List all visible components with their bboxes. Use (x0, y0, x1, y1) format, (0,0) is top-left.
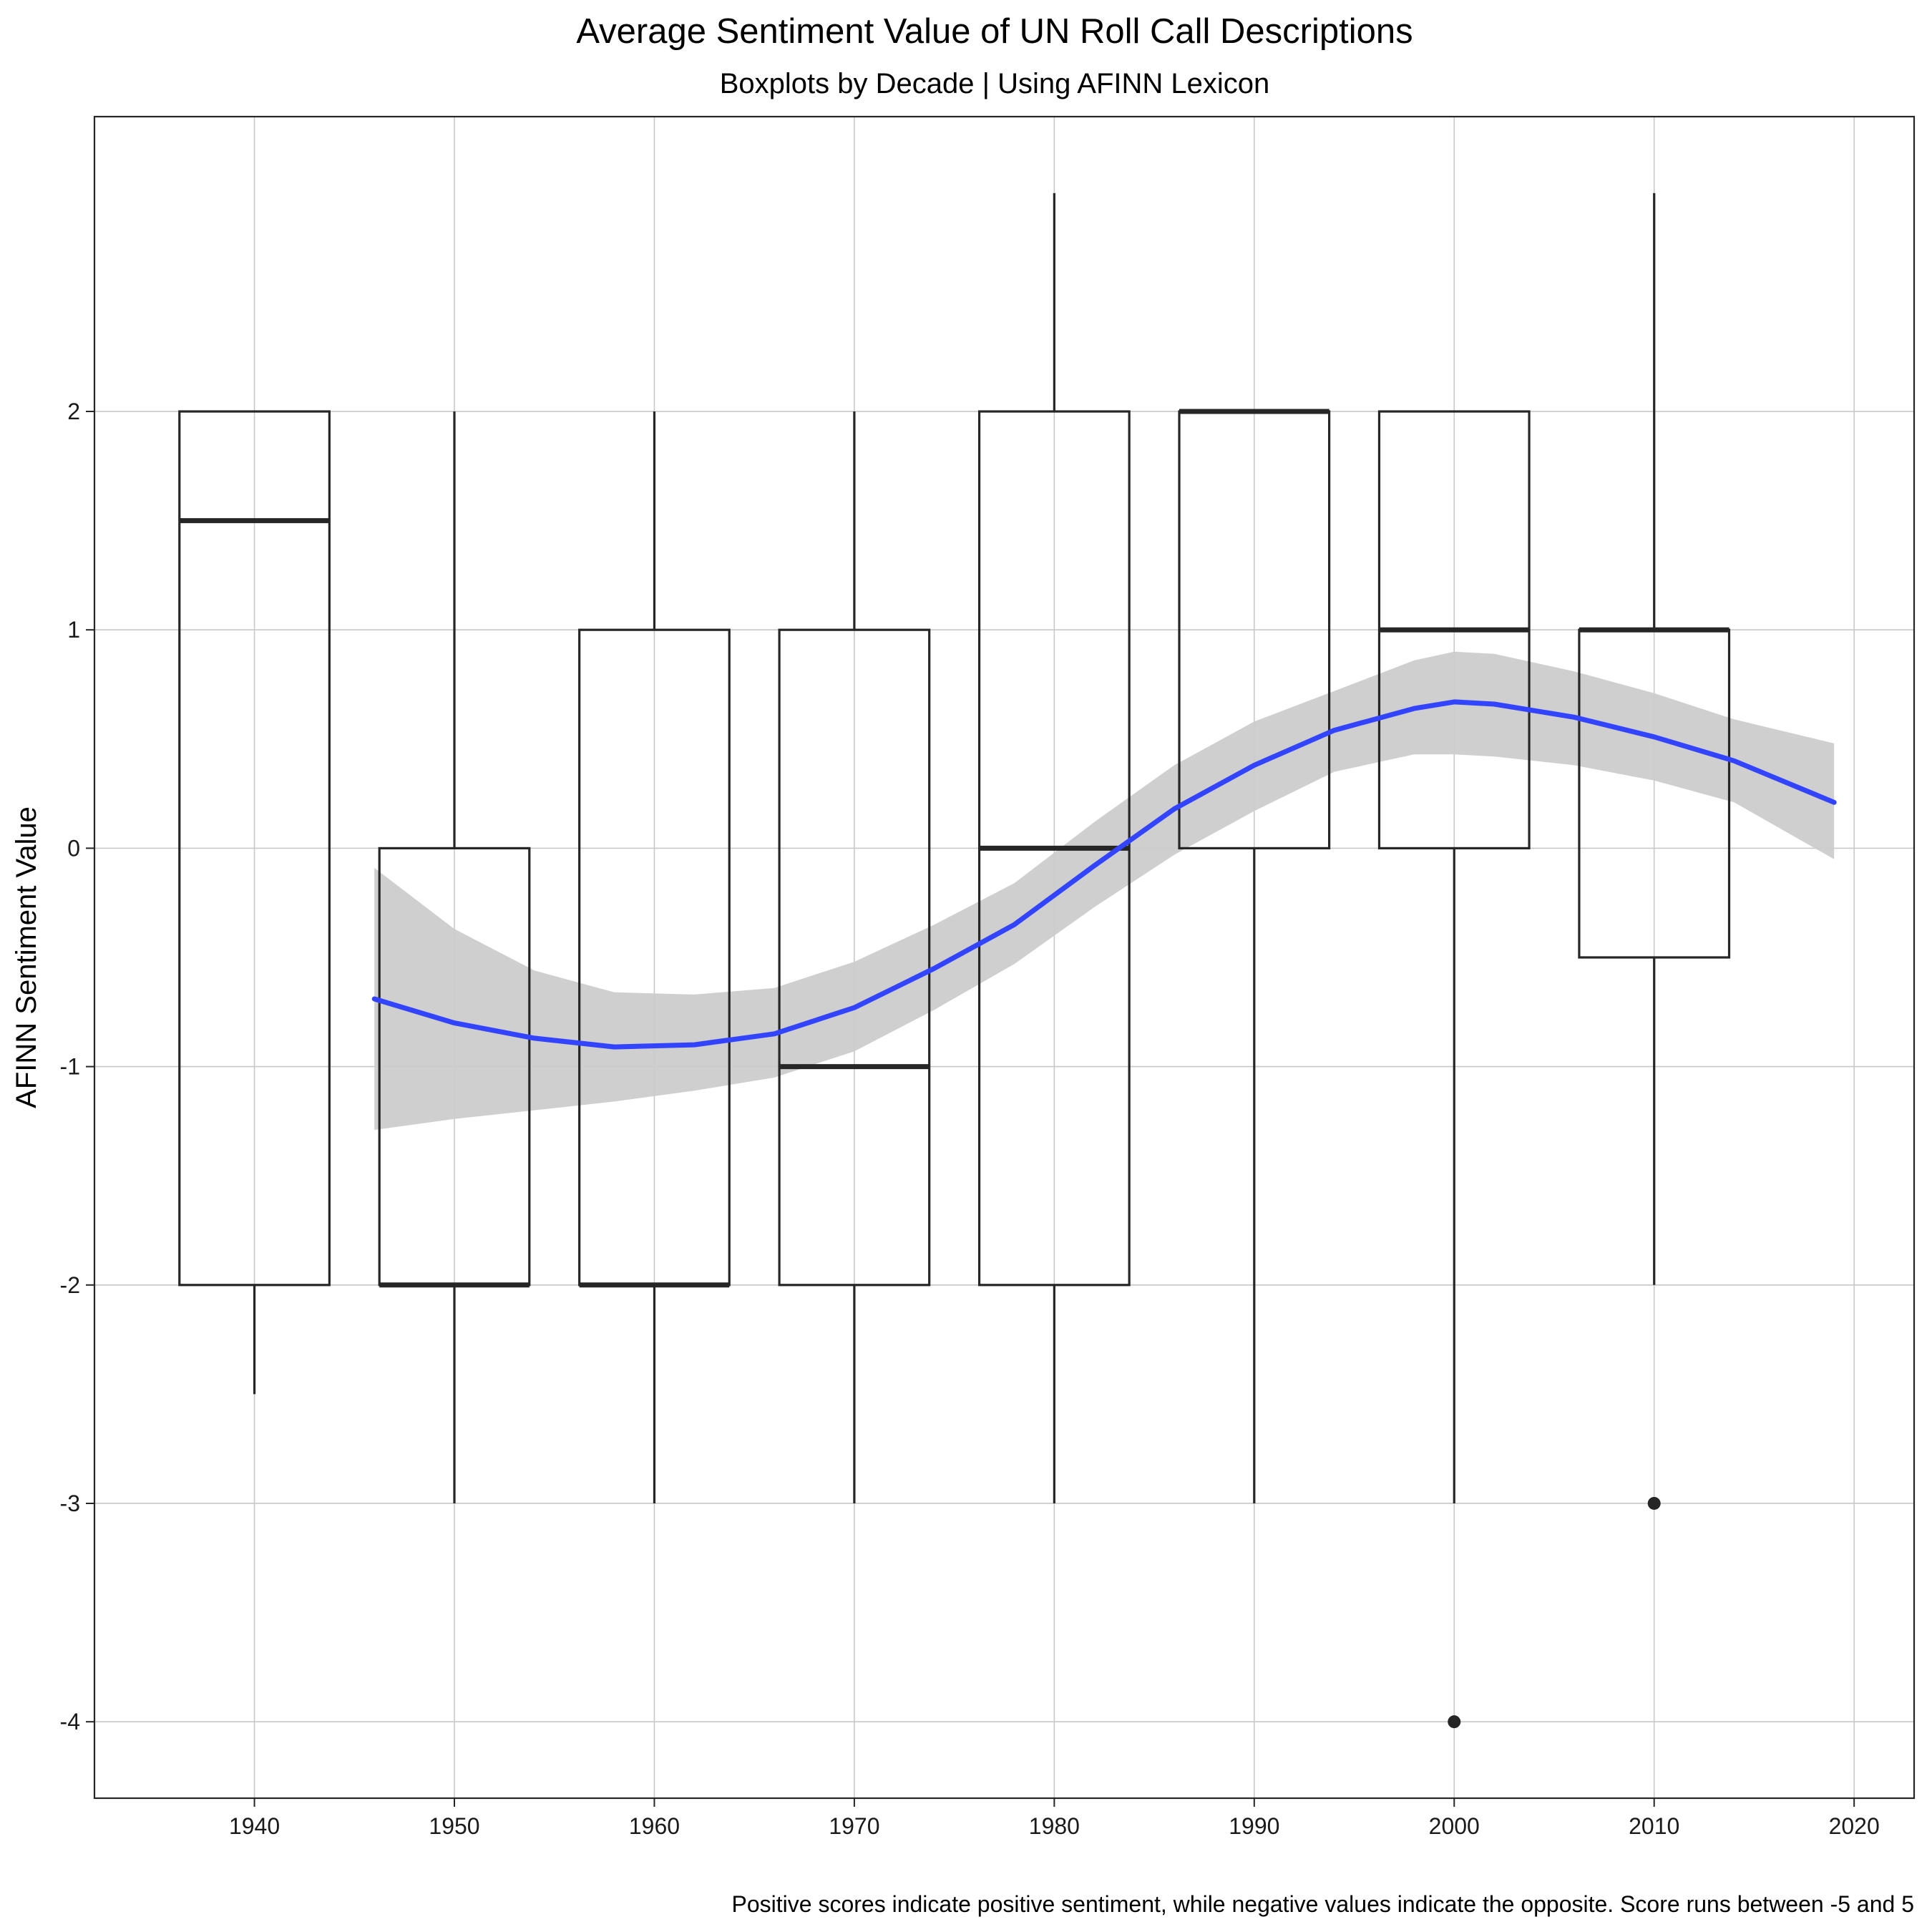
y-tick-label-2: 2 (67, 399, 80, 424)
x-tick-label-2000: 2000 (1429, 1813, 1480, 1839)
y-tick-label--3: -3 (60, 1491, 80, 1516)
outlier-2010-0 (1647, 1496, 1661, 1510)
x-tick-label-1970: 1970 (829, 1813, 879, 1839)
confidence-band (374, 651, 1835, 1131)
boxplot-1950 (378, 411, 531, 1503)
x-axis: 1940 1950 1960 1970 1980 1990 2000 2010 2020 (229, 1798, 1880, 1839)
x-tick-label-1990: 1990 (1229, 1813, 1279, 1839)
chart-title: Average Sentiment Value of UN Roll Call … (576, 12, 1413, 51)
plot-panel (93, 115, 1916, 1800)
boxplot-1970 (778, 411, 931, 1503)
boxplots (178, 192, 1731, 1729)
y-tick-label-0: 0 (67, 835, 80, 861)
x-tick-label-1950: 1950 (429, 1813, 479, 1839)
x-tick-label-2020: 2020 (1829, 1813, 1880, 1839)
y-axis-label: AFINN Sentiment Value (11, 806, 42, 1108)
y-tick-label--1: -1 (60, 1054, 80, 1080)
boxplot-1940 (178, 410, 331, 1395)
confidence-band-layer (374, 651, 1835, 1131)
boxplot-2010 (1578, 192, 1731, 1510)
smooth-line-layer (371, 699, 1837, 1050)
boxplot-1980 (977, 192, 1131, 1503)
outlier-2000-0 (1448, 1715, 1461, 1729)
y-tick-label-1: 1 (67, 617, 80, 643)
x-tick-label-1960: 1960 (629, 1813, 680, 1839)
chart-subtitle: Boxplots by Decade | Using AFINN Lexicon (720, 68, 1270, 99)
box-1940 (178, 410, 331, 1287)
boxplot-2000 (1377, 410, 1531, 1729)
y-tick-label--2: -2 (60, 1272, 80, 1298)
x-tick-label-1940: 1940 (229, 1813, 280, 1839)
smooth-line (371, 699, 1837, 1050)
box-1970 (778, 628, 931, 1287)
y-tick-label--4: -4 (60, 1709, 80, 1735)
boxplot-1990 (1178, 409, 1331, 1503)
panel-border (93, 115, 1916, 1800)
x-tick-label-1980: 1980 (1029, 1813, 1080, 1839)
x-tick-label-2010: 2010 (1629, 1813, 1679, 1839)
chart-caption: Positive scores indicate positive sentim… (732, 1891, 1915, 1917)
y-axis: -4 -3 -2 -1 0 1 2 (60, 399, 94, 1735)
boxplot-1960 (578, 411, 731, 1503)
